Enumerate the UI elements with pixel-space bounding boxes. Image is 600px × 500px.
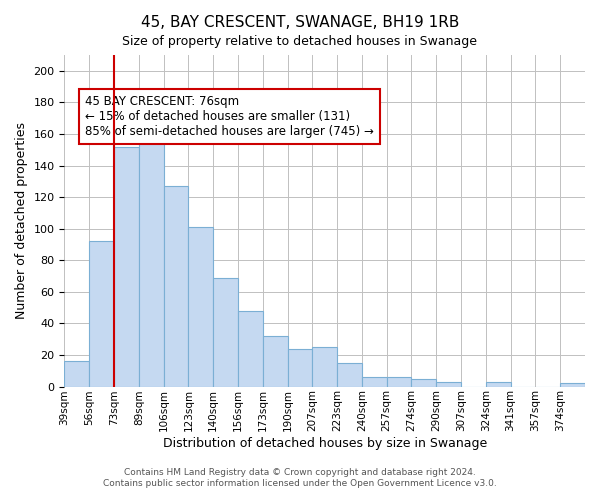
Bar (386, 377, 412, 386)
Bar (337, 363, 362, 386)
Bar (362, 377, 386, 386)
Text: 45, BAY CRESCENT, SWANAGE, BH19 1RB: 45, BAY CRESCENT, SWANAGE, BH19 1RB (141, 15, 459, 30)
Bar (114, 146, 139, 386)
X-axis label: Distribution of detached houses by size in Swanage: Distribution of detached houses by size … (163, 437, 487, 450)
Bar (263, 336, 287, 386)
Bar (412, 378, 436, 386)
Bar (287, 348, 313, 387)
Text: Contains HM Land Registry data © Crown copyright and database right 2024.
Contai: Contains HM Land Registry data © Crown c… (103, 468, 497, 487)
Bar (313, 347, 337, 387)
Bar (436, 382, 461, 386)
Text: 45 BAY CRESCENT: 76sqm
← 15% of detached houses are smaller (131)
85% of semi-de: 45 BAY CRESCENT: 76sqm ← 15% of detached… (85, 95, 374, 138)
Bar (139, 126, 164, 386)
Bar (238, 311, 263, 386)
Bar (89, 242, 114, 386)
Bar (486, 382, 511, 386)
Bar (188, 227, 213, 386)
Text: Size of property relative to detached houses in Swanage: Size of property relative to detached ho… (122, 35, 478, 48)
Bar (560, 384, 585, 386)
Bar (64, 362, 89, 386)
Bar (164, 186, 188, 386)
Y-axis label: Number of detached properties: Number of detached properties (15, 122, 28, 320)
Bar (213, 278, 238, 386)
